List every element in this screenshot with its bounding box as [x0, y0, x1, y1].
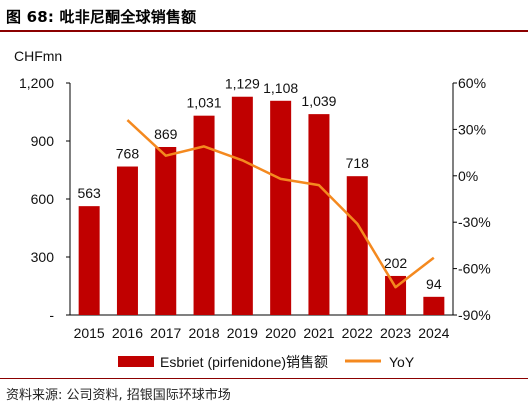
- x-tick-label: 2017: [150, 325, 181, 341]
- sales-chart: CHFmn - 300 600 900 1,200 -90% -60% -30% 0% 30% 60%…: [14, 48, 491, 370]
- right-tick-label: -30%: [458, 214, 491, 230]
- bar: [270, 100, 292, 315]
- right-tick-label: -60%: [458, 261, 491, 277]
- legend-line-label: YoY: [389, 354, 415, 370]
- bar-value-label: 1,031: [187, 95, 222, 111]
- bar: [385, 275, 407, 315]
- chart-axes: CHFmn - 300 600 900 1,200 -90% -60% -30% 0% 30% 60%…: [14, 48, 491, 341]
- legend-bar-swatch: [118, 356, 154, 367]
- source-divider: [0, 378, 528, 379]
- legend-bar-label: Esbriet (pirfenidone)销售额: [160, 354, 328, 370]
- left-tick-label: 1,200: [19, 75, 54, 91]
- bar: [231, 96, 253, 315]
- bar-value-label: 1,039: [301, 93, 336, 109]
- bar: [155, 146, 177, 315]
- bar: [193, 115, 215, 315]
- figure-title: 图 68: 吡非尼酮全球销售额: [6, 8, 197, 26]
- left-tick-label: -: [49, 307, 54, 323]
- bar-value-label: 718: [346, 155, 370, 171]
- x-tick-label: 2020: [265, 325, 296, 341]
- yoy-line: [126, 119, 435, 289]
- x-tick-label: 2022: [342, 325, 373, 341]
- left-tick-label: 900: [31, 133, 55, 149]
- x-tick-label: 2018: [188, 325, 219, 341]
- bar-value-label: 1,108: [263, 80, 298, 96]
- x-tick-label: 2023: [380, 325, 411, 341]
- bar-value-label: 1,129: [225, 76, 260, 92]
- bar: [308, 114, 330, 315]
- bar-value-label: 768: [116, 146, 140, 162]
- bar-value-label: 563: [77, 185, 101, 201]
- x-tick-label: 2019: [227, 325, 258, 341]
- bar: [116, 166, 138, 315]
- right-tick-label: 60%: [458, 75, 486, 91]
- bar-value-label: 94: [426, 276, 442, 292]
- x-tick-label: 2015: [74, 325, 105, 341]
- bar: [423, 296, 445, 315]
- left-tick-label: 600: [31, 191, 55, 207]
- bar: [346, 176, 368, 315]
- source-note: 资料来源: 公司资料, 招银国际环球市场: [6, 388, 231, 403]
- right-tick-label: 30%: [458, 121, 486, 137]
- yoy-series: [126, 119, 435, 289]
- y-axis-title: CHFmn: [14, 48, 62, 64]
- bar: [78, 206, 100, 315]
- x-tick-label: 2016: [112, 325, 143, 341]
- bar-value-label: 202: [384, 255, 408, 271]
- bar-value-label: 869: [154, 126, 178, 142]
- chart-legend: Esbriet (pirfenidone)销售额 YoY: [118, 354, 415, 370]
- x-tick-label: 2024: [418, 325, 449, 341]
- right-tick-label: -90%: [458, 307, 491, 323]
- title-divider: [0, 30, 528, 32]
- bar-series: [78, 96, 445, 315]
- left-tick-label: 300: [31, 249, 55, 265]
- right-tick-label: 0%: [458, 168, 478, 184]
- x-tick-label: 2021: [303, 325, 334, 341]
